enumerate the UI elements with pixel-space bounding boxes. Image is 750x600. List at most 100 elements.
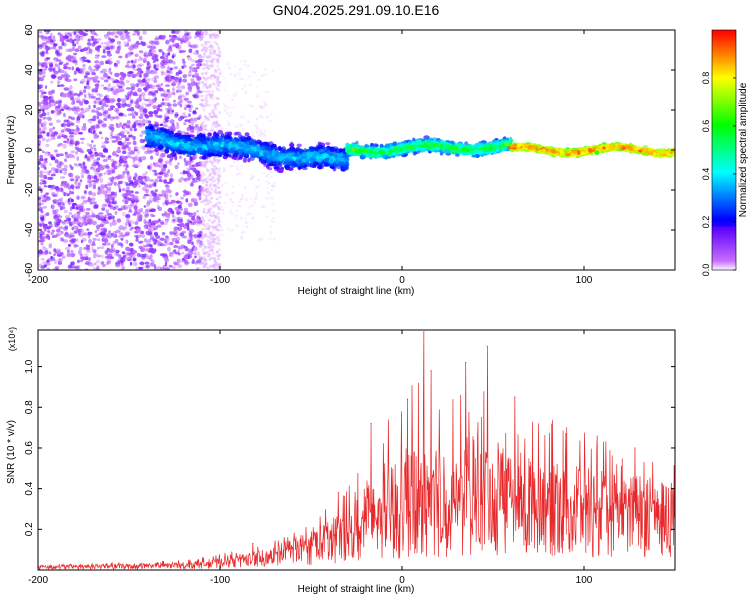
noise-cell <box>219 170 222 174</box>
noise-cell <box>71 191 75 195</box>
noise-cell <box>73 217 79 222</box>
noise-cell <box>143 245 150 248</box>
noise-cell <box>38 227 42 230</box>
noise-cell <box>170 251 176 255</box>
noise-cell <box>63 112 66 118</box>
noise-cell <box>214 171 218 175</box>
noise-cell <box>268 120 272 123</box>
noise-cell <box>71 203 75 207</box>
noise-cell <box>264 68 268 71</box>
noise-cell <box>86 158 91 162</box>
noise-cell <box>205 64 209 68</box>
noise-cell <box>102 236 108 242</box>
noise-cell <box>45 49 48 54</box>
noise-cell <box>51 229 55 233</box>
noise-cell <box>129 261 133 266</box>
noise-cell <box>80 36 84 41</box>
noise-cell <box>132 176 137 181</box>
noise-cell <box>193 44 199 49</box>
noise-cell <box>84 215 88 220</box>
noise-cell <box>86 247 90 251</box>
noise-cell <box>60 108 65 112</box>
noise-cell <box>217 89 221 92</box>
noise-cell <box>118 225 125 230</box>
noise-cell <box>169 252 172 257</box>
noise-cell <box>164 93 168 98</box>
noise-cell <box>255 85 259 88</box>
noise-cell <box>263 73 267 77</box>
noise-cell <box>176 89 179 93</box>
noise-cell <box>65 183 70 188</box>
noise-cell <box>211 180 214 184</box>
noise-cell <box>75 151 78 155</box>
noise-cell <box>90 35 95 39</box>
noise-cell <box>216 182 220 185</box>
noise-cell <box>215 120 218 124</box>
noise-cell <box>154 90 159 94</box>
noise-cell <box>161 98 165 102</box>
noise-cell <box>111 169 116 174</box>
noise-cell <box>204 101 208 105</box>
noise-cell <box>80 256 85 261</box>
noise-cell <box>107 115 111 119</box>
noise-cell <box>148 111 154 115</box>
signal-cell <box>296 143 302 147</box>
noise-cell <box>251 203 255 207</box>
noise-cell <box>88 104 91 110</box>
noise-cell <box>94 56 100 59</box>
noise-cell <box>265 196 269 200</box>
noise-cell <box>57 132 63 137</box>
noise-cell <box>176 216 181 220</box>
noise-cell <box>55 51 59 56</box>
noise-cell <box>146 69 152 74</box>
noise-cell <box>223 109 227 112</box>
noise-cell <box>259 105 263 108</box>
noise-cell <box>157 193 163 197</box>
noise-cell <box>48 61 54 65</box>
noise-cell <box>158 172 164 175</box>
noise-cell <box>246 64 250 67</box>
noise-cell <box>155 219 159 224</box>
noise-cell <box>52 194 58 198</box>
noise-cell <box>169 241 174 246</box>
noise-cell <box>99 60 105 66</box>
noise-cell <box>137 209 141 213</box>
noise-cell <box>235 91 239 95</box>
noise-cell <box>93 104 97 109</box>
noise-cell <box>204 32 208 36</box>
noise-cell <box>77 228 81 233</box>
noise-cell <box>80 207 86 213</box>
noise-cell <box>87 178 90 183</box>
noise-cell <box>198 195 202 201</box>
noise-cell <box>101 254 105 259</box>
noise-cell <box>150 40 156 44</box>
noise-cell <box>78 253 83 256</box>
noise-cell <box>48 170 52 173</box>
noise-cell <box>38 206 43 212</box>
noise-cell <box>269 225 272 228</box>
noise-cell <box>38 77 41 82</box>
noise-cell <box>217 159 221 162</box>
noise-cell <box>130 83 136 87</box>
noise-cell <box>101 145 106 149</box>
noise-cell <box>210 115 214 118</box>
noise-cell <box>116 46 121 51</box>
noise-cell <box>74 97 81 101</box>
noise-cell <box>88 190 93 196</box>
noise-cell <box>131 110 137 114</box>
noise-cell <box>197 117 201 120</box>
noise-cell <box>216 61 220 64</box>
signal-cell <box>328 159 335 164</box>
noise-cell <box>124 233 130 237</box>
noise-cell <box>202 109 206 112</box>
noise-cell <box>60 61 64 65</box>
noise-cell <box>214 125 218 129</box>
noise-cell <box>201 247 205 251</box>
noise-cell <box>174 79 180 83</box>
noise-cell <box>118 185 121 189</box>
noise-cell <box>148 71 152 75</box>
noise-cell <box>115 154 120 157</box>
noise-cell <box>223 206 227 209</box>
noise-cell <box>209 200 212 204</box>
noise-cell <box>106 172 111 176</box>
